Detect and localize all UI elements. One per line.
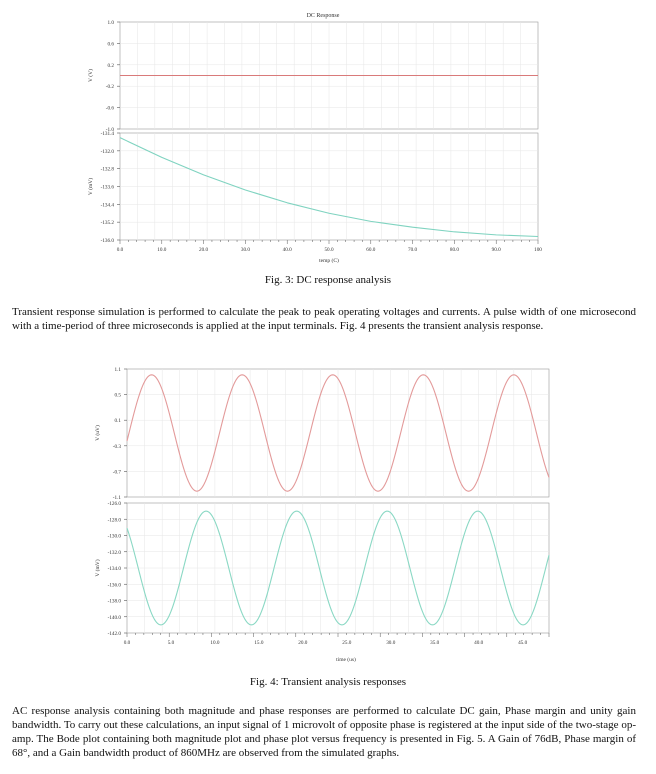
y-tick-label: -142.0 — [108, 631, 122, 637]
x-tick-label: 40.0 — [474, 640, 483, 646]
y-tick-label: -136.0 — [108, 582, 122, 588]
x-tick-label: 25.0 — [342, 640, 351, 646]
y-tick-label: -0.6 — [106, 106, 115, 112]
series-line — [126, 510, 550, 626]
y-tick-label: -132.0 — [108, 550, 122, 556]
x-tick-label: 5.0 — [168, 640, 175, 646]
figure-4-transient-response: 1.1 0.5 0.1 -0.3 -0.7 -1.1 V (uV) -126.0 -128.0… — [94, 367, 550, 663]
x-tick-label: 90.0 — [492, 247, 501, 253]
y-tick-label: -134.0 — [108, 566, 122, 572]
y-axis-label: V (uV) — [94, 425, 101, 441]
figure-4-caption: Fig. 4: Transient analysis responses — [249, 676, 407, 688]
x-tick-label: 50.0 — [324, 247, 333, 253]
x-tick-label: 35.0 — [430, 640, 439, 646]
y-axis-label: V (mV) — [87, 178, 94, 195]
y-tick-label: -1.0 — [106, 127, 115, 133]
x-tick-label: 10.0 — [157, 247, 166, 253]
dc-voltage-panel: 1.0 0.6 0.2 -0.2 -0.6 -1.0 V (V) — [87, 20, 539, 133]
x-tick-label: 0.0 — [124, 640, 131, 646]
y-tick-label: -133.6 — [101, 185, 115, 191]
figure-3-caption: Fig. 3: DC response analysis — [264, 274, 392, 286]
paragraph-ac-response: AC response analysis containing both mag… — [12, 705, 636, 759]
x-tick-label: 60.0 — [366, 247, 375, 253]
figure-3-dc-response: DC Response 1.0 0.6 0.2 -0.2 -0.6 -1.0 V (V) -… — [87, 13, 542, 264]
y-tick-label: -0.7 — [113, 469, 122, 475]
x-tick-label: 15.0 — [254, 640, 263, 646]
y-tick-label: -132.0 — [101, 149, 115, 155]
x-tick-label: 70.0 — [408, 247, 417, 253]
y-tick-label: -1.1 — [113, 495, 122, 501]
x-axis-label: time (us) — [336, 656, 356, 663]
y-tick-label: -128.0 — [108, 517, 122, 523]
x-tick-label: 40.0 — [283, 247, 292, 253]
y-axis-label: V (V) — [87, 69, 94, 82]
y-tick-label: 1.0 — [108, 20, 115, 26]
y-axis-label: V (mV) — [94, 559, 101, 576]
x-tick-label: 80.0 — [450, 247, 459, 253]
transient-voltage-panel: 1.1 0.5 0.1 -0.3 -0.7 -1.1 V (uV) — [94, 367, 550, 501]
x-tick-label: 10.0 — [210, 640, 219, 646]
y-tick-label: -138.0 — [108, 599, 122, 605]
transient-current-panel: -126.0 -128.0 -130.0 -132.0 -134.0 -136.0 -138… — [94, 501, 550, 646]
y-tick-label: -135.2 — [101, 220, 115, 226]
x-tick-label: 30.0 — [386, 640, 395, 646]
y-tick-label: -136.0 — [101, 238, 115, 244]
dc-current-panel: -131.4 -132.0 -132.8 -133.6 -134.4 -135.2 -136… — [87, 131, 542, 253]
x-tick-label: 0.0 — [117, 247, 124, 253]
y-tick-label: 0.6 — [108, 41, 115, 47]
y-tick-label: -132.8 — [101, 167, 115, 173]
y-tick-label: -126.0 — [108, 501, 122, 507]
y-tick-label: -131.4 — [101, 131, 115, 137]
x-tick-label: 45.0 — [518, 640, 527, 646]
y-tick-label: -0.2 — [106, 84, 115, 90]
x-tick-label: 100 — [534, 247, 542, 253]
y-tick-label: -0.3 — [113, 444, 122, 450]
x-axis-label: temp (C) — [319, 257, 339, 264]
x-tick-label: 20.0 — [199, 247, 208, 253]
paragraph-transient: Transient response simulation is perform… — [12, 306, 636, 332]
y-tick-label: -140.0 — [108, 615, 122, 621]
y-tick-label: -130.0 — [108, 534, 122, 540]
y-tick-label: 1.1 — [115, 367, 122, 373]
y-tick-label: 0.5 — [115, 393, 122, 399]
series-line — [119, 137, 539, 238]
x-tick-label: 30.0 — [241, 247, 250, 253]
chart-title: DC Response — [307, 13, 340, 19]
y-tick-label: -134.4 — [101, 202, 115, 208]
series-line — [126, 374, 550, 492]
x-tick-label: 20.0 — [298, 640, 307, 646]
y-tick-label: 0.1 — [115, 418, 122, 424]
y-tick-label: 0.2 — [108, 63, 115, 69]
